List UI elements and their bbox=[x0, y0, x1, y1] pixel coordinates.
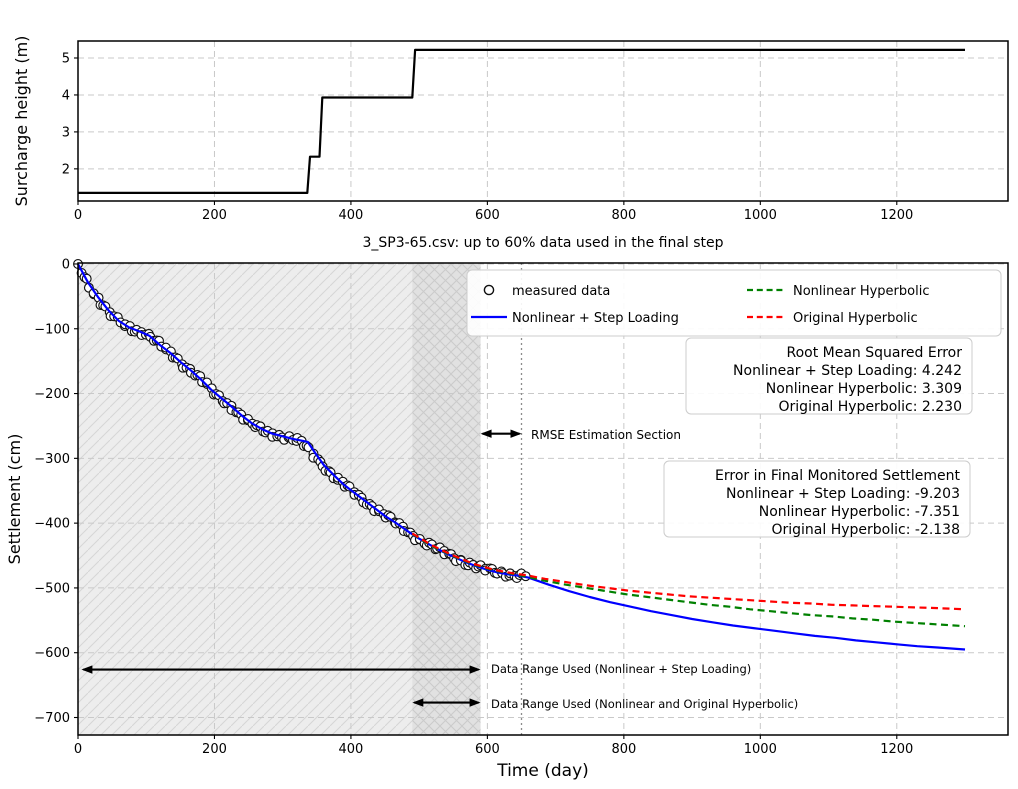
rmse-text-box: Root Mean Squared Error Nonlinear + Step… bbox=[685, 337, 973, 415]
arrowhead-left-icon bbox=[81, 665, 93, 674]
y-tick-label: −100 bbox=[34, 322, 70, 337]
legend-label-nonlinear-hyperbolic: Nonlinear Hyperbolic bbox=[793, 284, 929, 299]
y-tick-label: 2 bbox=[62, 162, 70, 177]
settlement-y-axis-label: Settlement (cm) bbox=[5, 434, 24, 565]
error-box-frame bbox=[663, 460, 971, 538]
legend-label-original-hyperbolic: Original Hyperbolic bbox=[793, 311, 918, 326]
settlement-ticks: 0 200 400 600 800 1000 1200 0 −100 −200 −300 −400 −5… bbox=[34, 257, 913, 757]
x-tick-label: 0 bbox=[74, 208, 82, 223]
x-tick-label: 200 bbox=[202, 208, 227, 223]
y-tick-label: −600 bbox=[34, 646, 70, 661]
chart-title: 3_SP3-65.csv: up to 60% data used in the… bbox=[362, 235, 723, 251]
y-tick-label: −500 bbox=[34, 581, 70, 596]
surcharge-ticks: 0 200 400 600 800 1000 1200 2 3 4 5 bbox=[62, 51, 914, 223]
y-tick-label: 4 bbox=[62, 88, 70, 103]
x-tick-label: 1000 bbox=[744, 208, 777, 223]
y-tick-label: −700 bbox=[34, 711, 70, 726]
x-tick-label: 800 bbox=[611, 742, 636, 757]
settlement-spines bbox=[77, 262, 1009, 736]
x-tick-label: 1200 bbox=[880, 742, 913, 757]
x-tick-label: 400 bbox=[339, 742, 364, 757]
y-tick-label: −400 bbox=[34, 517, 70, 532]
settlement-series bbox=[73, 259, 966, 651]
error-box-title: Error in Final Monitored Settlement bbox=[715, 468, 960, 484]
rmse-section-label: RMSE Estimation Section bbox=[531, 428, 681, 442]
settlement-axes: 3_SP3-65.csv: up to 60% data used in the… bbox=[5, 235, 1009, 781]
error-original-hyperbolic-value: Original Hyperbolic: -2.138 bbox=[771, 522, 960, 538]
arrowhead-right-icon bbox=[510, 429, 522, 438]
shaded-data-range-regions bbox=[78, 263, 481, 735]
y-tick-label: 0 bbox=[62, 257, 70, 272]
y-tick-label: 3 bbox=[62, 125, 70, 140]
series-line-nonlinear-hyperbolic bbox=[411, 533, 966, 628]
surcharge-plot-area bbox=[78, 41, 1008, 201]
x-tick-label: 200 bbox=[202, 742, 227, 757]
x-tick-label: 400 bbox=[339, 208, 364, 223]
shaded-region bbox=[412, 263, 481, 735]
error-step-loading-value: Nonlinear + Step Loading: -9.203 bbox=[726, 486, 960, 502]
data-range2-label: Data Range Used (Nonlinear and Original … bbox=[491, 697, 798, 711]
surcharge-step-line bbox=[78, 48, 965, 194]
series-line-nonlinear-step-loading bbox=[77, 263, 966, 651]
error-nonlinear-hyperbolic-value: Nonlinear Hyperbolic: -7.351 bbox=[759, 504, 960, 520]
y-tick-label: 5 bbox=[62, 51, 70, 66]
x-tick-label: 1200 bbox=[880, 208, 913, 223]
surcharge-y-axis-label: Surcharge height (m) bbox=[12, 36, 31, 207]
surcharge-spines bbox=[77, 40, 1009, 202]
final-settlement-error-text-box: Error in Final Monitored Settlement Nonl… bbox=[663, 460, 971, 538]
surcharge-series bbox=[78, 48, 965, 194]
x-tick-label: 800 bbox=[611, 208, 636, 223]
rmse-nonlinear-hyperbolic-value: Nonlinear Hyperbolic: 3.309 bbox=[766, 381, 962, 397]
surcharge-grid bbox=[77, 41, 1008, 201]
x-tick-label: 600 bbox=[475, 208, 500, 223]
rmse-box-title: Root Mean Squared Error bbox=[786, 345, 962, 361]
surcharge-axes: 0 200 400 600 800 1000 1200 2 3 4 5 Surcharge heig… bbox=[12, 36, 1009, 223]
x-tick-label: 1000 bbox=[744, 742, 777, 757]
arrowhead-right-icon bbox=[469, 665, 481, 674]
x-tick-label: 600 bbox=[475, 742, 500, 757]
measured-data-marker-icon bbox=[483, 284, 495, 296]
x-tick-label: 0 bbox=[74, 742, 82, 757]
annotation-arrows bbox=[81, 429, 522, 707]
data-range1-label: Data Range Used (Nonlinear + Step Loadin… bbox=[491, 662, 751, 676]
arrowhead-left-icon bbox=[412, 698, 424, 707]
rmse-step-loading-value: Nonlinear + Step Loading: 4.242 bbox=[733, 363, 962, 379]
y-tick-label: −200 bbox=[34, 387, 70, 402]
rmse-box-frame bbox=[685, 337, 973, 415]
arrowhead-left-icon bbox=[480, 429, 492, 438]
legend-box bbox=[466, 269, 1002, 337]
series-line-original-hyperbolic bbox=[411, 532, 966, 611]
arrowhead-right-icon bbox=[469, 698, 481, 707]
y-tick-label: −300 bbox=[34, 452, 70, 467]
legend: measured data Nonlinear + Step Loading N… bbox=[466, 269, 1002, 337]
legend-label-step-loading: Nonlinear + Step Loading bbox=[512, 311, 679, 326]
legend-label-measured: measured data bbox=[512, 284, 610, 299]
rmse-original-hyperbolic-value: Original Hyperbolic: 2.230 bbox=[779, 399, 962, 415]
time-x-axis-label: Time (day) bbox=[496, 761, 589, 781]
